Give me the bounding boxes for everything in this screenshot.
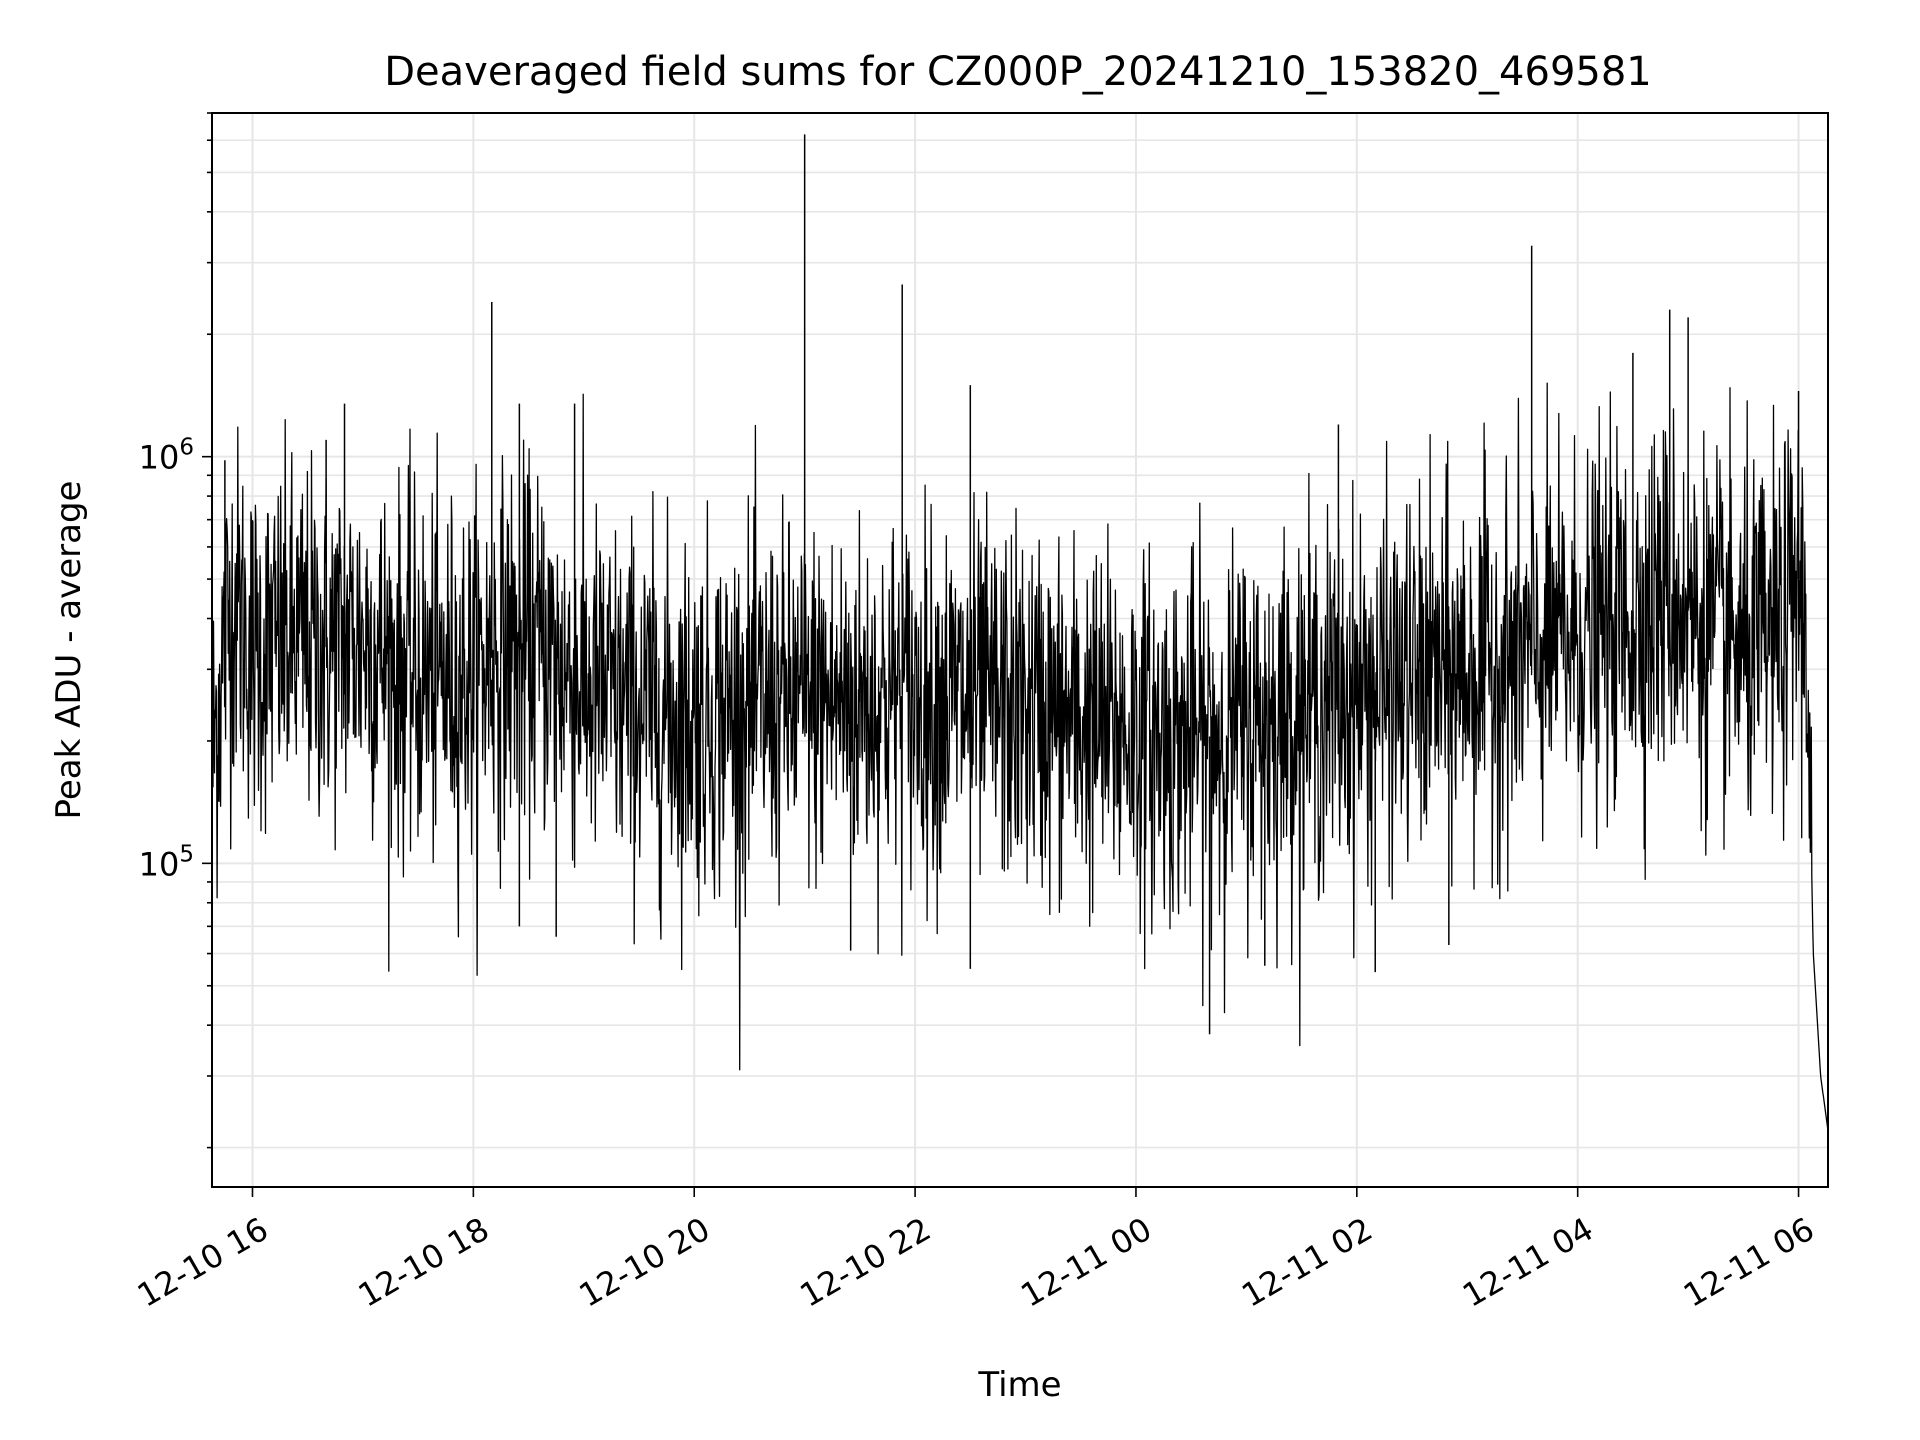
y-tick-label: 106	[139, 435, 194, 477]
plot-area	[212, 134, 1828, 1131]
y-tick-label: 105	[139, 841, 194, 883]
y-axis-title: Peak ADU - average	[49, 481, 89, 820]
x-axis-title: Time	[977, 1365, 1061, 1405]
grid-lines	[212, 112, 1828, 1187]
plot-frame	[211, 112, 1829, 1188]
chart-title: Deaveraged field sums for CZ000P_2024121…	[384, 49, 1652, 95]
series-line	[212, 382, 1828, 1131]
